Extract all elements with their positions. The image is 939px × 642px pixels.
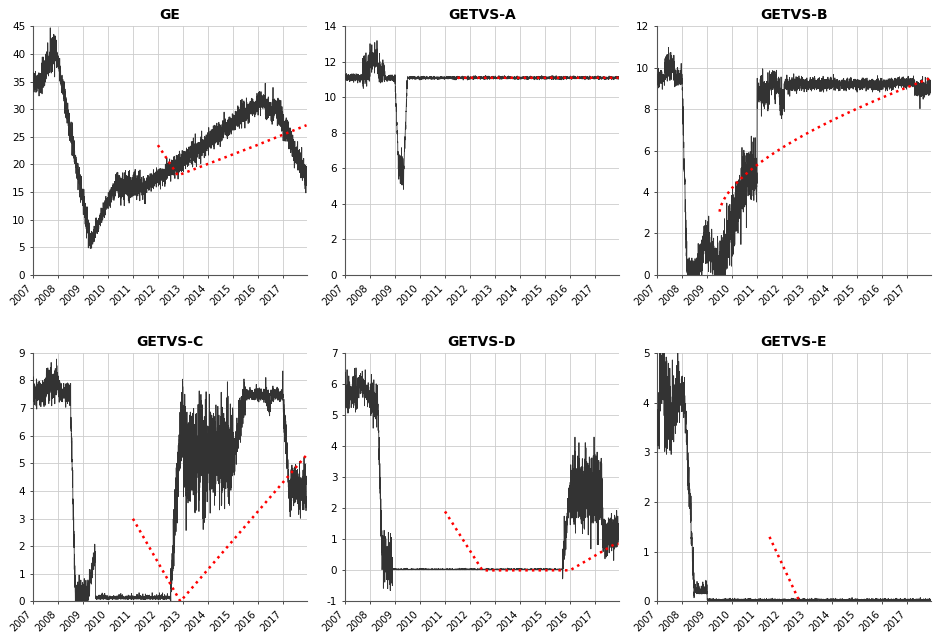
Title: GETVS-A: GETVS-A bbox=[448, 8, 516, 22]
Title: GE: GE bbox=[160, 8, 180, 22]
Title: GETVS-B: GETVS-B bbox=[760, 8, 827, 22]
Title: GETVS-E: GETVS-E bbox=[761, 335, 827, 349]
Title: GETVS-D: GETVS-D bbox=[448, 335, 516, 349]
Title: GETVS-C: GETVS-C bbox=[136, 335, 204, 349]
